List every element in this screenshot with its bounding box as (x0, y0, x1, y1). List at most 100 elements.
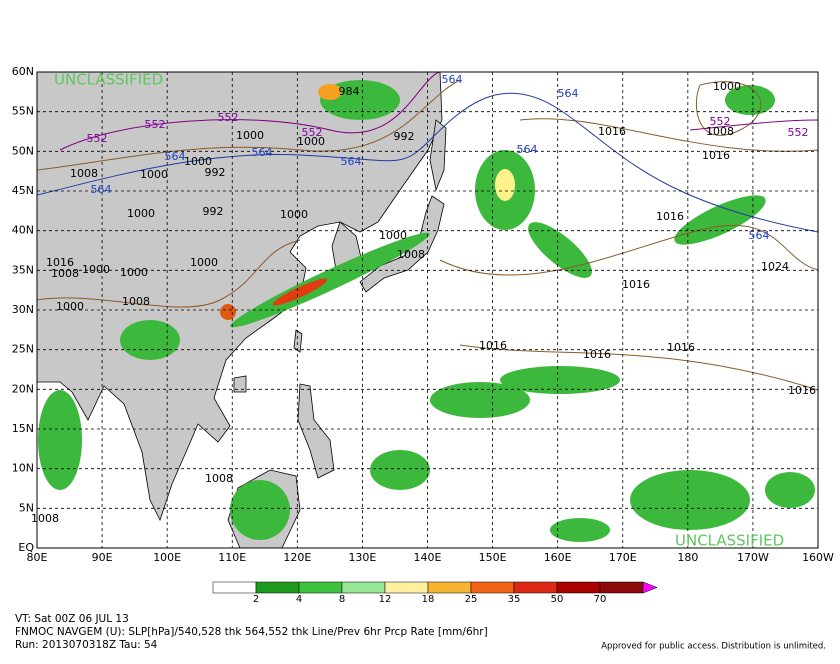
map-area (37, 72, 818, 548)
contour-label: 1000 (297, 135, 325, 148)
contour-label: 1000 (140, 168, 168, 181)
valid-time: VT: Sat 00Z 06 JUL 13 (15, 613, 129, 625)
contour-label: 1008 (51, 267, 79, 280)
colorbar-swatch (384, 581, 429, 594)
contour-label: 1000 (82, 263, 110, 276)
land-philippines (297, 383, 335, 479)
colorbar-label: 25 (465, 594, 478, 605)
contour-label: 552 (710, 115, 731, 128)
lat-label: 60N (12, 65, 34, 78)
classification-label: UNCLASSIFIED (54, 71, 163, 89)
contour-label: 984 (339, 85, 360, 98)
colorbar-label: 50 (551, 594, 564, 605)
colorbar-swatch (556, 581, 601, 594)
colorbar: 2 4 8 12 18 25 35 50 70 (212, 581, 658, 605)
contour-label: 1016 (788, 384, 816, 397)
lon-label: 90E (92, 551, 113, 564)
contour-label: 564 (749, 229, 770, 242)
colorbar-label: 2 (253, 594, 259, 605)
colorbar-label: 8 (339, 594, 345, 605)
colorbar-swatch (599, 581, 644, 594)
contour-label: 1000 (236, 129, 264, 142)
land-hainan (233, 375, 247, 393)
lat-label: 30N (12, 303, 34, 316)
colorbar-label: 70 (594, 594, 607, 605)
lon-label: 100E (153, 551, 181, 564)
colorbar-swatch (212, 581, 257, 594)
lon-label: 130E (348, 551, 376, 564)
contour-label: 552 (87, 132, 108, 145)
lat-label: 15N (12, 422, 34, 435)
contour-label: 992 (394, 130, 415, 143)
contour-label: 1016 (702, 149, 730, 162)
lon-label: 160W (802, 551, 834, 564)
contour-label: 1008 (70, 167, 98, 180)
contour-label: 1000 (379, 229, 407, 242)
colorbar-label: 4 (296, 594, 302, 605)
contour-label: 552 (218, 111, 239, 124)
colorbar-swatch (341, 581, 386, 594)
colorbar-label: 18 (422, 594, 435, 605)
lat-label: 50N (12, 144, 34, 157)
lon-label: 180 (677, 551, 698, 564)
contour-label: 564 (91, 183, 112, 196)
contour-label: 564 (517, 143, 538, 156)
run-info: Run: 2013070318Z Tau: 54 (15, 639, 158, 651)
description: FNMOC NAVGEM (U): SLP[hPa]/540,528 thk 5… (15, 626, 488, 638)
contour-label: 564 (341, 155, 362, 168)
contour-label: 564 (165, 150, 186, 163)
lat-label: EQ (18, 541, 34, 554)
contour-label: 1000 (184, 155, 212, 168)
contour-label: 1008 (31, 512, 59, 525)
lat-label: 25N (12, 343, 34, 356)
contour-label: 552 (788, 126, 809, 139)
land-taiwan (293, 329, 303, 353)
contour-label: 552 (302, 126, 323, 139)
contour-label: 1000 (713, 80, 741, 93)
lat-label: 55N (12, 105, 34, 118)
contour-label: 1000 (56, 300, 84, 313)
colorbar-swatch (427, 581, 472, 594)
lon-label: 150E (479, 551, 507, 564)
land (37, 72, 443, 522)
colorbar-arrow (642, 581, 658, 594)
colorbar-label: 12 (379, 594, 392, 605)
grid (37, 72, 818, 548)
contour-label: 1016 (656, 210, 684, 223)
contour-label: 1016 (622, 278, 650, 291)
precip-heavy (220, 84, 515, 320)
contour-label: 552 (145, 118, 166, 131)
lat-label: 45N (12, 184, 34, 197)
lat-label: 10N (12, 462, 34, 475)
contours (37, 72, 818, 391)
lon-label: 170W (737, 551, 769, 564)
contour-label: 1008 (122, 295, 150, 308)
contour-label: 564 (558, 87, 579, 100)
colorbar-swatch (513, 581, 558, 594)
contour-label: 1016 (667, 341, 695, 354)
colorbar-swatch (470, 581, 515, 594)
lon-label: 120E (283, 551, 311, 564)
contour-label: 1016 (583, 348, 611, 361)
contour-label: 1008 (706, 125, 734, 138)
contour-label: 1000 (120, 266, 148, 279)
colorbar-label: 35 (508, 594, 521, 605)
contour-label: 1008 (205, 472, 233, 485)
classification-label: UNCLASSIFIED (675, 532, 784, 550)
contour-label: 992 (205, 166, 226, 179)
contour-label: 1024 (761, 260, 789, 273)
lat-label: 5N (19, 501, 34, 514)
contour-label: 564 (252, 146, 273, 159)
contour-label: 1016 (598, 125, 626, 138)
lon-label: 160E (544, 551, 572, 564)
lon-label: 140E (414, 551, 442, 564)
map-frame (36, 71, 819, 549)
lon-label: 110E (218, 551, 246, 564)
lat-label: 40N (12, 224, 34, 237)
lat-label: 20N (12, 382, 34, 395)
contour-label: 1008 (397, 248, 425, 261)
contour-label: 1000 (127, 207, 155, 220)
disclaimer: Approved for public access. Distribution… (601, 642, 826, 652)
